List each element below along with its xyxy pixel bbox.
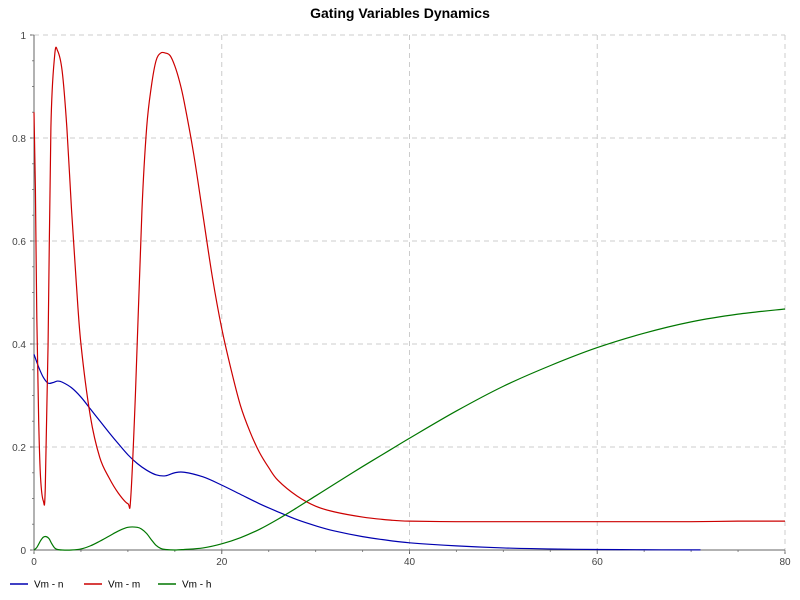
series-line-1 [33,354,701,551]
legend-label: Vm - h [182,580,211,591]
y-tick-label: 0 [20,546,26,557]
chart-title: Gating Variables Dynamics [310,5,490,21]
plot-area [33,46,786,551]
y-tick-label: 0.8 [12,134,26,145]
legend-label: Vm - n [34,580,63,591]
y-tick-label: 0.2 [12,443,26,454]
x-tick-label: 80 [779,557,791,568]
grid [34,34,786,550]
legend-entry: Vm - n [10,580,63,591]
legend-entry: Vm - m [84,580,140,591]
x-tick-label: 0 [31,557,37,568]
legend-entry: Vm - h [158,580,211,591]
x-tick-label: 60 [592,557,604,568]
x-tick-label: 20 [216,557,228,568]
series-line-3 [33,308,786,551]
legend-label: Vm - m [108,580,140,591]
series-line-2 [33,46,786,523]
x-tick-label: 40 [404,557,416,568]
y-tick-label: 0.6 [12,237,26,248]
y-tick-label: 1 [20,31,26,42]
legend: Vm - n Vm - m Vm - h [10,580,211,591]
y-tick-label: 0.4 [12,340,26,351]
